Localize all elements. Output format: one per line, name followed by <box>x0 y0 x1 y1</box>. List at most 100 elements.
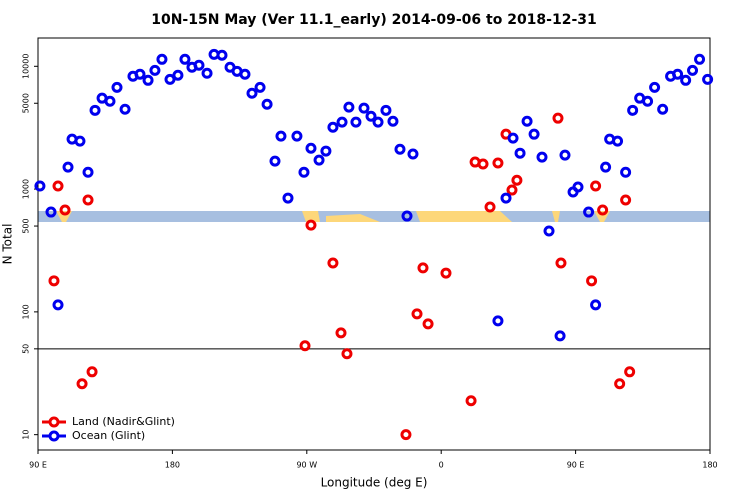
point <box>511 174 523 186</box>
point <box>246 87 258 99</box>
point <box>417 262 429 274</box>
point <box>614 378 626 390</box>
point <box>320 145 332 157</box>
x-tick-label: 180 <box>165 461 180 470</box>
point <box>422 318 434 330</box>
point <box>492 157 504 169</box>
point <box>500 192 512 204</box>
plot-frame <box>37 37 711 451</box>
point <box>507 132 519 144</box>
point <box>394 143 406 155</box>
point <box>299 340 311 352</box>
y-tick-label: 500 <box>22 218 31 233</box>
x-tick-label: 0 <box>439 461 444 470</box>
point <box>590 299 602 311</box>
point <box>156 53 168 65</box>
point <box>642 95 654 107</box>
legend-marker <box>48 430 60 442</box>
point <box>572 181 584 193</box>
point <box>89 104 101 116</box>
point <box>624 366 636 378</box>
chart-title: 10N-15N May (Ver 11.1_early) 2014-09-06 … <box>151 12 597 28</box>
point <box>555 257 567 269</box>
point <box>34 180 46 192</box>
point <box>702 73 714 85</box>
point <box>82 166 94 178</box>
point <box>672 68 684 80</box>
point <box>477 158 489 170</box>
point <box>336 116 348 128</box>
point <box>142 74 154 86</box>
point <box>86 366 98 378</box>
point <box>528 128 540 140</box>
x-axis-label: Longitude (deg E) <box>321 476 428 490</box>
point <box>261 98 273 110</box>
point <box>59 204 71 216</box>
map-band <box>38 211 710 222</box>
point <box>82 194 94 206</box>
point <box>313 154 325 166</box>
point <box>401 210 413 222</box>
point <box>694 53 706 65</box>
point <box>358 102 370 114</box>
point <box>387 115 399 127</box>
point <box>372 116 384 128</box>
point <box>119 103 131 115</box>
point <box>104 95 116 107</box>
point <box>411 308 423 320</box>
y-tick-label: 10000 <box>22 54 31 79</box>
y-tick-label: 100 <box>22 304 31 319</box>
point <box>350 116 362 128</box>
point <box>282 192 294 204</box>
point <box>149 64 161 76</box>
point <box>291 130 303 142</box>
point <box>380 104 392 116</box>
y-tick-label: 1000 <box>22 179 31 199</box>
point <box>620 166 632 178</box>
point <box>172 69 184 81</box>
point <box>45 206 57 218</box>
point <box>600 161 612 173</box>
point <box>134 68 146 80</box>
point <box>400 429 412 441</box>
x-tick-label: 90 E <box>29 461 47 470</box>
point <box>492 315 504 327</box>
point <box>514 147 526 159</box>
point <box>590 180 602 192</box>
point <box>440 267 452 279</box>
point <box>465 395 477 407</box>
point <box>583 206 595 218</box>
point <box>335 327 347 339</box>
point <box>543 225 555 237</box>
point <box>76 378 88 390</box>
point <box>254 81 266 93</box>
y-tick-label: 50 <box>22 344 31 354</box>
point <box>612 135 624 147</box>
point <box>649 81 661 93</box>
point <box>193 59 205 71</box>
point <box>52 299 64 311</box>
point <box>680 74 692 86</box>
y-axis-label: N Total <box>1 224 15 265</box>
point <box>111 81 123 93</box>
point <box>554 330 566 342</box>
point <box>559 149 571 161</box>
legend-marker <box>48 416 60 428</box>
point <box>552 112 564 124</box>
point <box>269 155 281 167</box>
legend-label: Ocean (Glint) <box>72 429 145 442</box>
point <box>239 68 251 80</box>
point <box>586 275 598 287</box>
point <box>341 348 353 360</box>
point <box>627 104 639 116</box>
point <box>327 121 339 133</box>
point <box>597 204 609 216</box>
legend-label: Land (Nadir&Glint) <box>72 415 175 428</box>
point <box>305 219 317 231</box>
x-tick-label: 90 W <box>296 461 317 470</box>
point <box>484 201 496 213</box>
point <box>48 275 60 287</box>
point <box>687 64 699 76</box>
y-tick-label: 5000 <box>22 93 31 113</box>
